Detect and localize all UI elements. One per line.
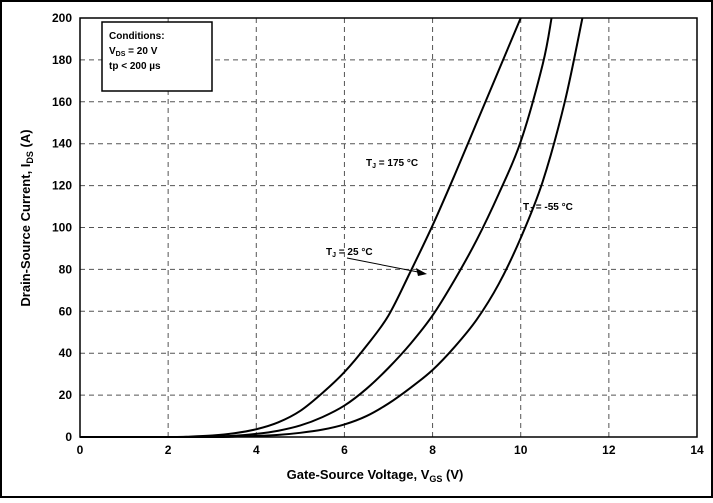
conditions-tp: tp < 200 µs — [109, 61, 161, 72]
series-curves — [79, 17, 584, 439]
y-tick-label: 40 — [59, 346, 73, 360]
series-label-175c: TJ = 175 °C — [366, 158, 418, 170]
y-tick-label: 160 — [52, 95, 72, 109]
y-tick-labels: 0 20 40 60 80 100 120 140 160 180 200 — [52, 11, 72, 444]
plot-area-border — [79, 17, 698, 438]
y-tick-label: 180 — [52, 53, 72, 67]
x-tick-label: 0 — [77, 443, 84, 457]
y-tick-label: 120 — [52, 179, 72, 193]
series-label-minus55c: TJ = -55 °C — [523, 202, 573, 214]
y-tick-label: 80 — [59, 262, 73, 276]
conditions-box-border — [101, 21, 213, 92]
conditions-box: Conditions: VDS = 20 V tp < 200 µs — [101, 21, 213, 92]
y-tick-label: 20 — [59, 388, 73, 402]
x-tick-label: 4 — [253, 443, 260, 457]
y-tick-label: 140 — [52, 137, 72, 151]
x-tick-labels: 0 2 4 6 8 10 12 14 — [77, 443, 704, 457]
x-axis-title: Gate-Source Voltage, VGS (V) — [287, 467, 464, 484]
x-tick-label: 6 — [341, 443, 348, 457]
series-line-minus55c — [79, 17, 584, 439]
label-25c-arrow — [346, 257, 427, 276]
y-tick-label: 60 — [59, 304, 73, 318]
series-label-25c: TJ = 25 °C — [326, 247, 373, 259]
y-tick-label: 0 — [65, 430, 72, 444]
x-tick-label: 14 — [690, 443, 704, 457]
x-tick-label: 12 — [602, 443, 616, 457]
y-tick-label: 200 — [52, 11, 72, 25]
y-tick-label: 100 — [52, 221, 72, 235]
y-axis-title: Drain-Source Current, IDS (A) — [18, 129, 35, 306]
conditions-vds: VDS = 20 V — [109, 46, 158, 58]
x-tick-label: 8 — [429, 443, 436, 457]
x-tick-label: 2 — [165, 443, 172, 457]
conditions-title: Conditions: — [109, 31, 165, 42]
x-tick-label: 10 — [514, 443, 528, 457]
